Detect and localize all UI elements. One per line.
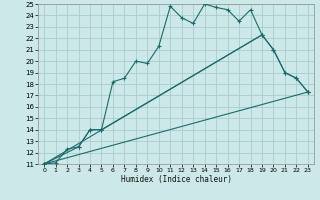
X-axis label: Humidex (Indice chaleur): Humidex (Indice chaleur) — [121, 175, 231, 184]
